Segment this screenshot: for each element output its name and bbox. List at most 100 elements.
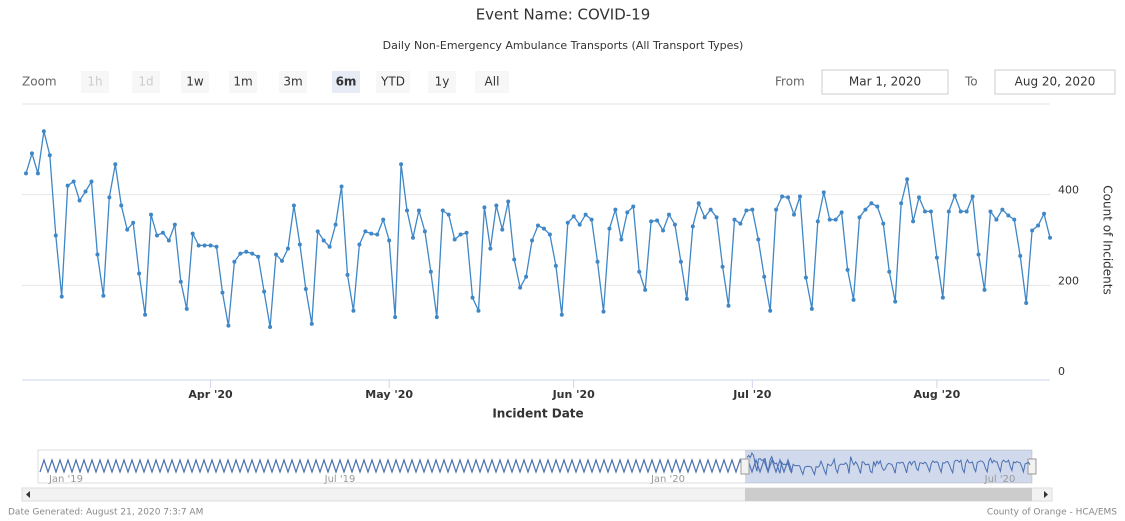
data-point [738,221,743,226]
zoom-label: Zoom [22,75,57,89]
y-tick-label: 0 [1058,365,1065,378]
zoom-button-label: 1y [435,75,450,89]
zoom-button[interactable] [279,71,307,93]
data-point [35,171,40,176]
scrollbar-thumb[interactable] [745,488,1032,501]
data-point [101,293,106,298]
data-point [946,209,951,214]
data-point [446,212,451,217]
data-point [238,251,243,256]
data-point [958,209,963,214]
data-point [1012,217,1017,222]
data-point [672,222,677,227]
data-point [172,222,177,227]
data-point [708,207,713,212]
navigator[interactable] [21,449,1053,502]
data-point [458,232,463,237]
zoom-button[interactable] [376,71,410,93]
zoom-button-label: All [485,75,500,89]
data-point [631,204,636,209]
zoom-button[interactable] [229,71,257,93]
footer-left: Date Generated: August 21, 2020 7:3:7 AM [8,508,203,518]
data-point [643,287,648,292]
data-point [464,230,469,235]
data-point [601,309,606,314]
chart-title: Event Name: COVID-19 [476,6,651,24]
data-point [768,308,773,313]
data-point [494,203,499,208]
data-point [387,238,392,243]
data-point [107,195,112,200]
data-point [833,217,838,222]
data-point [434,315,439,320]
data-point [65,183,70,188]
data-point [220,290,225,295]
data-point [83,189,88,194]
data-point [821,190,826,195]
data-point [410,235,415,240]
y-axis-title: Count of Incidents [1101,185,1115,294]
to-input[interactable] [994,69,1116,95]
data-point [803,275,808,280]
data-point [488,246,493,251]
from-input[interactable] [821,69,949,95]
x-tick-label: Apr '20 [188,388,233,401]
data-point [518,285,523,290]
data-point [244,249,249,254]
zoom-button [132,71,160,93]
data-point [982,287,987,292]
data-point [905,177,910,182]
data-point [536,223,540,228]
data-point [684,296,689,301]
navigator-handle[interactable] [740,458,750,475]
data-point [506,199,511,204]
data-point [1030,228,1035,233]
navigator-label: Jul '19 [324,474,356,485]
series-line [25,131,1051,328]
navigator-label: Jan '19 [48,474,83,485]
data-point [797,194,802,199]
navigator-frame [37,449,1033,484]
zoom-button [81,71,109,93]
y-tick-label: 400 [1058,184,1079,197]
from-value: Mar 1, 2020 [849,75,921,89]
data-point [541,226,546,231]
zoom-button[interactable] [475,71,509,93]
zoom-button[interactable] [428,71,456,93]
data-point [285,246,290,251]
data-point [851,297,856,302]
data-point [786,195,791,200]
data-point [226,323,231,328]
data-point [952,193,957,198]
zoom-button[interactable] [181,71,209,93]
data-point [59,294,64,299]
navigator-handle[interactable] [1027,458,1037,475]
data-point [274,252,279,257]
data-point [482,205,487,210]
data-point [262,289,267,294]
data-point [565,220,570,225]
data-point [214,244,219,249]
x-tick-label: Jul '20 [732,388,772,401]
to-label: To [964,75,978,89]
data-point [232,259,237,264]
data-point [327,244,332,249]
data-point [351,308,356,313]
data-point [845,267,850,272]
data-point [547,232,552,237]
data-point [988,209,993,214]
data-point [911,219,916,224]
data-point [303,286,308,291]
data-point [613,207,618,212]
data-point [1024,301,1029,306]
data-point [154,233,159,238]
data-point [416,208,421,213]
data-point [917,195,922,200]
data-point [321,238,326,243]
data-point [530,238,535,243]
data-point [160,230,165,235]
data-point [125,227,130,232]
data-point [774,207,779,212]
zoom-button[interactable] [332,71,360,93]
